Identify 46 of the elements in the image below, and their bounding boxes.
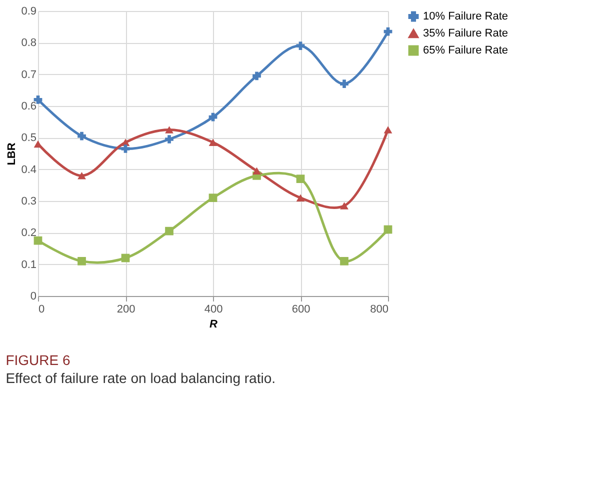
- y-tick-label: 0.5: [21, 132, 36, 144]
- legend-label: 10% Failure Rate: [423, 10, 508, 22]
- x-tick-label: 200: [116, 304, 136, 316]
- point: [78, 172, 86, 180]
- point: [78, 132, 86, 140]
- point: [296, 174, 305, 184]
- point: [384, 225, 392, 234]
- point: [252, 167, 261, 175]
- point: [208, 194, 218, 202]
- y-tick-label: 0.8: [21, 37, 36, 50]
- x-tick-label: 800: [370, 304, 388, 316]
- x-tick-label: 400: [204, 304, 223, 316]
- y-tick-label: 0.9: [21, 6, 36, 18]
- y-tick-label: 0.6: [21, 100, 36, 112]
- legend-label: 65% Failure Rate: [423, 44, 508, 56]
- point: [296, 42, 305, 50]
- point: [34, 140, 42, 148]
- point: [121, 254, 130, 262]
- point: [252, 72, 261, 80]
- point: [340, 256, 348, 266]
- y-tick-label: 0: [30, 290, 36, 302]
- point: [165, 135, 174, 144]
- legend-label: 35% Failure Rate: [423, 28, 508, 40]
- point: [121, 144, 130, 153]
- point: [165, 226, 174, 236]
- text: Effect of failure rate on load balancing ratio.: [6, 370, 276, 386]
- x-axis-title: R: [210, 318, 218, 330]
- text: FIGURE 6: [6, 352, 70, 368]
- point: [208, 138, 218, 146]
- point: [384, 126, 392, 134]
- point: [165, 126, 174, 134]
- point: [384, 27, 392, 36]
- y-tick-label: 0.2: [21, 227, 36, 240]
- point: [296, 194, 305, 202]
- point: [340, 202, 348, 210]
- y-axis-title: LBR: [6, 142, 18, 166]
- y-tick-label: 0.3: [21, 196, 36, 208]
- point: [78, 256, 86, 266]
- point: [34, 236, 42, 245]
- point: [208, 112, 218, 122]
- x-tick-label: 600: [292, 304, 310, 316]
- y-tick-label: 0.1: [21, 258, 36, 271]
- y-tick-label: 0.4: [21, 164, 36, 176]
- point: [340, 80, 348, 88]
- y-tick-label: 0.7: [21, 68, 36, 81]
- x-tick-label: 0: [38, 304, 45, 316]
